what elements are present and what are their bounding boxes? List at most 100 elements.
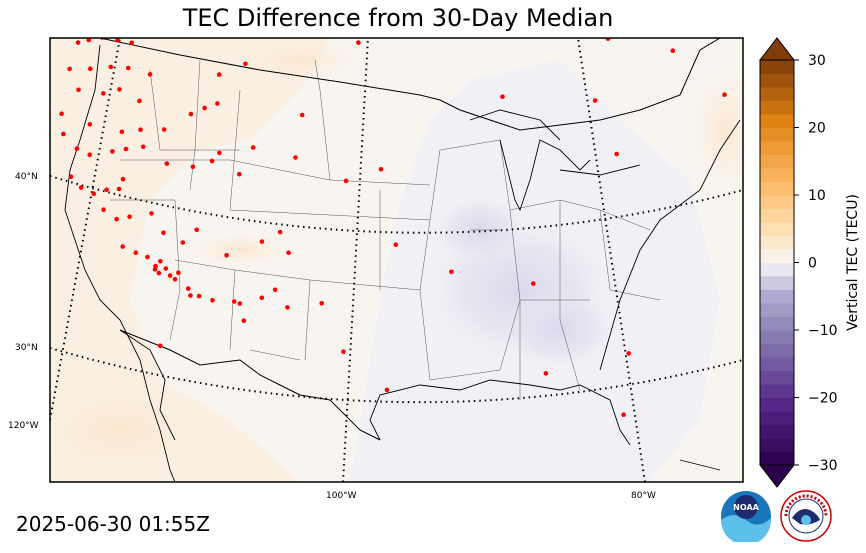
station-marker	[161, 230, 166, 236]
station-marker	[110, 149, 115, 154]
map-panel	[45, 16, 743, 482]
station-marker	[614, 151, 619, 157]
colorbar-segment	[760, 195, 794, 209]
positive-anomaly-region	[685, 60, 743, 200]
lon-label-120w: 120°W	[8, 421, 39, 431]
station-marker	[68, 174, 74, 179]
station-marker	[64, 33, 69, 38]
colorbar-segment	[760, 114, 794, 128]
station-marker	[149, 211, 154, 216]
colorbar-segment	[760, 100, 794, 115]
station-marker	[500, 94, 505, 99]
colorbar-tick-label: −20	[808, 391, 838, 407]
colorbar-segment	[760, 235, 794, 250]
colorbar-segment	[760, 370, 794, 385]
colorbar-segment	[760, 60, 794, 74]
graticule	[50, 38, 743, 482]
station-marker	[87, 122, 93, 127]
station-marker	[209, 158, 215, 164]
colorbar-tick-label: 30	[808, 53, 826, 69]
station-marker	[259, 239, 265, 244]
station-marker	[293, 155, 298, 160]
lon-label-80w: 80°W	[631, 491, 656, 501]
station-marker	[237, 301, 243, 306]
station-marker	[188, 293, 193, 298]
station-marker	[343, 178, 349, 184]
station-marker	[101, 91, 106, 96]
colorbar-segment	[760, 127, 794, 142]
chart-title: TEC Difference from 30-Day Median	[182, 4, 614, 32]
station-marker	[164, 161, 170, 166]
svg-text:NOAA: NOAA	[733, 503, 759, 512]
positive-anomaly-region	[230, 38, 370, 85]
station-marker	[285, 305, 290, 310]
station-marker	[194, 227, 199, 233]
station-marker	[469, 30, 474, 35]
station-marker	[217, 150, 222, 156]
nws-logo	[780, 490, 832, 542]
station-marker	[45, 45, 50, 50]
station-marker	[172, 277, 178, 282]
station-marker	[48, 16, 53, 21]
colorbar-tick-label: 20	[808, 121, 826, 137]
colorbar-extend-max	[758, 37, 796, 61]
station-marker	[356, 40, 361, 45]
colorbar-segment	[760, 181, 794, 196]
station-marker	[384, 387, 390, 393]
station-marker	[67, 66, 72, 72]
colorbar-segment	[760, 424, 794, 439]
station-marker	[188, 111, 194, 117]
station-marker	[123, 146, 129, 152]
station-marker	[61, 131, 66, 137]
colorbar-segment	[760, 249, 794, 263]
station-marker	[137, 98, 142, 104]
station-marker	[186, 286, 191, 291]
meridian-80w	[577, 38, 646, 482]
station-marker	[116, 186, 122, 192]
station-marker	[125, 65, 131, 71]
map-frame	[49, 37, 744, 483]
station-marker	[286, 250, 291, 256]
colorbar: −30 −20 −10 0 10 20 30 Vertical TEC (TECU)	[758, 37, 861, 488]
station-marker	[147, 72, 153, 77]
station-marker	[722, 92, 727, 97]
colorbar-segment	[760, 343, 794, 358]
station-marker	[531, 281, 536, 286]
colorbar-segment	[760, 87, 794, 101]
station-marker	[176, 270, 181, 276]
station-marker	[76, 87, 81, 93]
station-marker	[138, 26, 143, 31]
station-markers	[45, 16, 727, 418]
station-marker	[91, 191, 97, 196]
colorbar-label: Vertical TEC (TECU)	[845, 194, 861, 331]
station-marker	[75, 40, 81, 45]
station-marker	[119, 129, 125, 135]
station-marker	[138, 127, 143, 132]
station-marker	[133, 250, 139, 255]
station-marker	[152, 267, 158, 272]
colorbar-segment	[760, 438, 794, 452]
station-marker	[210, 298, 215, 303]
colorbar-segment	[760, 168, 794, 182]
country-borders	[99, 38, 721, 441]
station-marker	[120, 244, 125, 249]
station-marker	[120, 176, 126, 182]
station-marker	[145, 254, 150, 260]
colorbar-segment	[760, 73, 794, 88]
station-marker	[231, 299, 237, 304]
station-marker	[140, 144, 146, 150]
lon-label-100w: 100°W	[326, 491, 357, 501]
positive-anomaly-region	[50, 370, 230, 482]
lat-label-40n: 40°N	[15, 172, 38, 182]
station-marker	[215, 101, 220, 106]
colorbar-segment	[760, 316, 794, 331]
station-marker	[621, 412, 626, 418]
timestamp: 2025-06-30 01:55Z	[16, 512, 210, 536]
station-marker	[129, 40, 134, 46]
colorbar-extend-min	[758, 464, 796, 488]
station-marker	[158, 259, 163, 264]
station-marker	[393, 242, 399, 247]
station-marker	[108, 64, 114, 70]
station-marker	[163, 266, 169, 271]
